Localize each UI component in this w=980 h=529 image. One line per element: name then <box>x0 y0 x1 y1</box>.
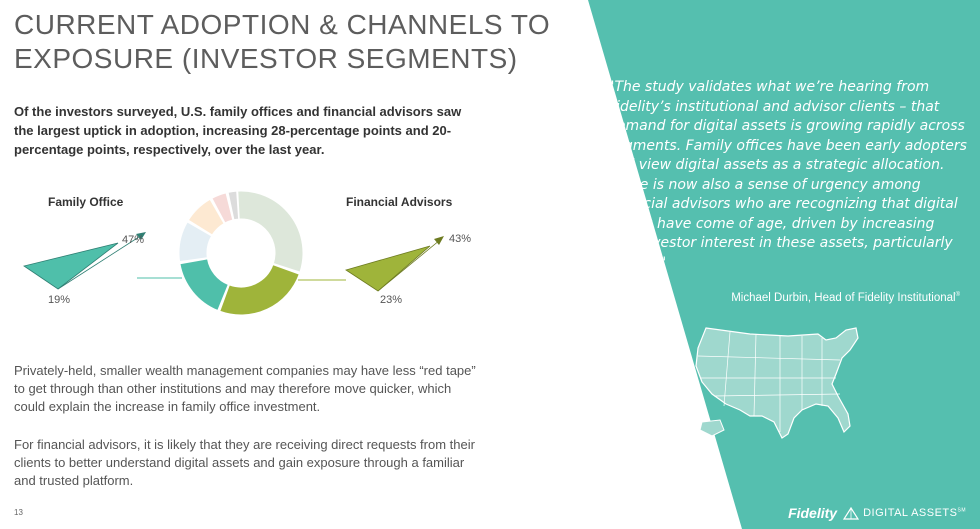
financial-advisors-prior-pct: 23% <box>380 294 403 306</box>
financial-advisors-arrow <box>345 245 431 292</box>
tagline-text: DIGITAL ASSETS <box>863 507 958 519</box>
attribution-name: Michael Durbin, Head of Fidelity Institu… <box>731 292 956 304</box>
slide-title: CURRENT ADOPTION & CHANNELS TO EXPOSURE … <box>14 9 551 74</box>
donut-segment <box>211 192 234 224</box>
paragraph-family-offices: Privately-held, smaller wealth managemen… <box>14 363 476 414</box>
service-mark: SM <box>957 507 966 514</box>
family-office-label: Family Office <box>48 195 124 209</box>
donut-segment <box>179 258 229 312</box>
financial-advisors-arrow-line <box>377 239 441 292</box>
family-office-arrow <box>23 242 119 290</box>
paragraph-financial-advisors: For financial advisors, it is likely tha… <box>14 437 475 488</box>
quote-text: "The study validates what we’re hearing … <box>608 79 967 271</box>
fidelity-pyramid-icon <box>843 506 860 520</box>
donut-segment <box>227 190 240 221</box>
adoption-diagram <box>23 190 444 316</box>
donut-segment <box>178 221 213 263</box>
footer-brand: Fidelity DIGITAL ASSETSSM <box>788 505 966 521</box>
us-map-icon <box>695 327 859 439</box>
donut-segment <box>237 190 304 273</box>
brand-tagline: DIGITAL ASSETSSM <box>863 507 966 519</box>
family-office-arrowhead <box>136 232 146 240</box>
financial-advisors-arrowhead <box>434 236 444 245</box>
family-office-current-pct: 47% <box>122 234 145 246</box>
adoption-donut <box>178 190 304 316</box>
donut-segment <box>187 198 225 236</box>
family-office-arrow-line <box>57 234 143 290</box>
financial-advisors-current-pct: 43% <box>449 233 472 245</box>
registered-mark: ® <box>955 292 960 299</box>
financial-advisors-label: Financial Advisors <box>346 195 453 209</box>
intro-text: Of the investors surveyed, U.S. family o… <box>14 104 462 157</box>
quote-attribution: Michael Durbin, Head of Fidelity Institu… <box>731 292 960 304</box>
donut-segment <box>219 263 300 316</box>
page-number: 13 <box>14 508 23 517</box>
fidelity-logo: Fidelity <box>788 505 838 521</box>
family-office-prior-pct: 19% <box>48 294 71 306</box>
